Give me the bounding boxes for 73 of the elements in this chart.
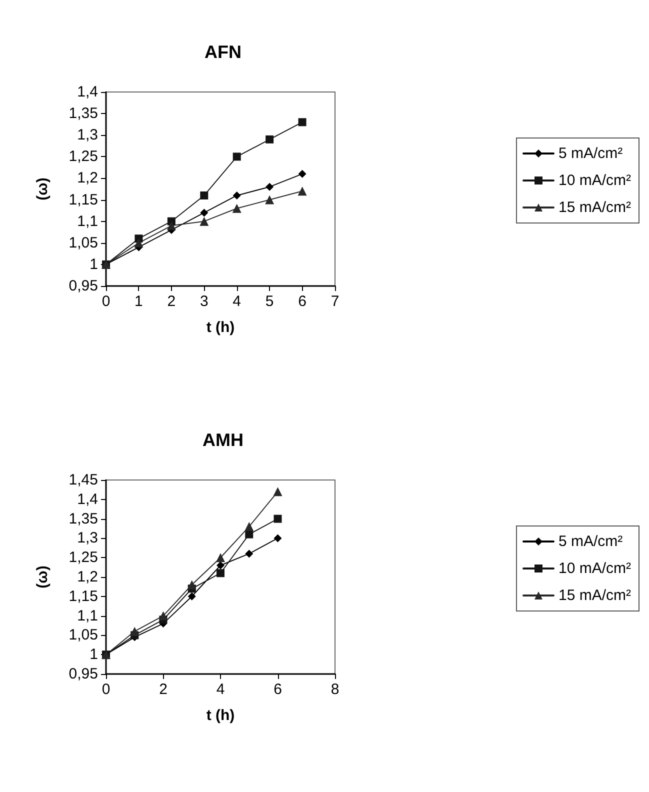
y-tick-label: 1,35 <box>68 105 98 122</box>
point <box>130 626 140 636</box>
point <box>232 152 241 161</box>
point <box>298 118 306 126</box>
y-tick-label: 1,1 <box>77 607 98 624</box>
y-axis-title: (ω) <box>34 566 51 588</box>
y-tick-label: 1,4 <box>77 490 98 508</box>
x-tick-label: 6 <box>298 293 306 310</box>
point <box>266 182 274 191</box>
chart-title: AFN <box>204 42 242 62</box>
y-tick-label: 1,05 <box>68 234 98 252</box>
point <box>244 522 254 532</box>
point <box>245 530 254 538</box>
x-axis-title: t (h) <box>206 319 235 336</box>
y-tick-label: 0,95 <box>68 278 98 294</box>
legend-label: 5 mA/cm² <box>558 145 623 162</box>
point <box>216 553 225 562</box>
x-tick-label: 0 <box>102 681 110 698</box>
x-tick-label: 2 <box>159 681 168 698</box>
x-tick-label: 5 <box>265 293 274 310</box>
x-axis-title: t (h) <box>206 707 235 724</box>
point <box>200 191 208 200</box>
y-tick-label: 1,15 <box>68 588 98 605</box>
legend-label: 10 mA/cm² <box>558 560 632 577</box>
point <box>298 170 306 178</box>
point <box>245 550 254 558</box>
point <box>274 514 282 523</box>
y-tick-label: 1,2 <box>77 170 98 187</box>
legend-label: 15 mA/cm² <box>558 199 632 216</box>
x-tick-label: 2 <box>167 293 176 310</box>
y-tick-label: 0,95 <box>68 666 98 682</box>
x-tick-label: 3 <box>200 293 208 310</box>
point <box>158 611 168 620</box>
y-tick-label: 1,4 <box>77 84 98 100</box>
y-tick-label: 1,35 <box>68 510 98 528</box>
x-tick-label: 7 <box>330 293 340 310</box>
legend-label: 10 mA/cm² <box>558 172 632 189</box>
y-tick-label: 1,25 <box>68 549 98 566</box>
point <box>216 561 224 570</box>
point <box>266 135 274 144</box>
y-tick-label: 1,45 <box>68 472 98 488</box>
chart-title: AMH <box>202 430 244 450</box>
point <box>166 221 176 230</box>
point <box>200 216 209 226</box>
point <box>188 592 196 600</box>
y-tick-label: 1,1 <box>77 212 98 230</box>
point <box>298 186 307 196</box>
point <box>232 191 241 200</box>
y-tick-label: 1,15 <box>68 191 98 208</box>
y-tick-label: 1,25 <box>68 148 98 166</box>
x-tick-label: 0 <box>102 293 110 310</box>
y-tick-label: 1 <box>90 646 98 664</box>
y-tick-label: 1,2 <box>77 568 98 586</box>
point <box>216 569 224 578</box>
point <box>187 580 196 590</box>
x-tick-label: 1 <box>134 293 143 310</box>
x-tick-label: 4 <box>232 293 242 310</box>
point <box>200 208 208 217</box>
point <box>273 487 282 496</box>
x-tick-label: 8 <box>330 681 340 698</box>
y-tick-label: 1,05 <box>68 626 98 644</box>
point <box>134 238 144 248</box>
y-tick-label: 1,3 <box>77 126 98 144</box>
x-tick-label: 6 <box>274 681 282 698</box>
legend-label: 15 mA/cm² <box>558 587 632 604</box>
point <box>265 195 274 204</box>
y-tick-label: 1 <box>90 256 98 273</box>
x-tick-label: 4 <box>216 681 225 698</box>
legend-label: 5 mA/cm² <box>558 533 623 550</box>
point <box>274 534 282 542</box>
y-tick-label: 1,3 <box>77 530 98 547</box>
y-axis-title: (ω) <box>34 178 51 200</box>
point <box>232 204 242 213</box>
